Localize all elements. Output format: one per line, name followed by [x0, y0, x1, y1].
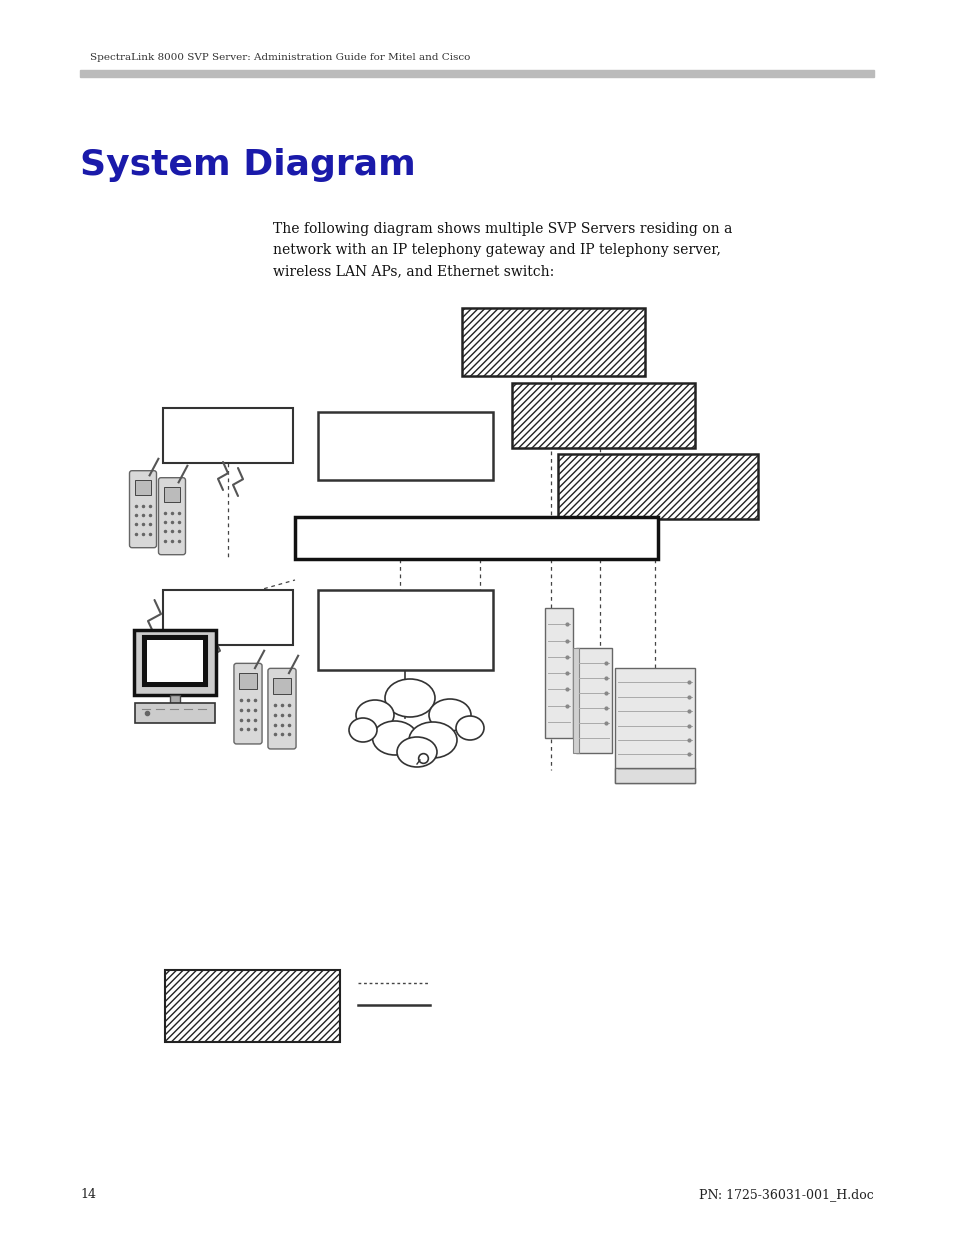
Bar: [576, 648, 612, 753]
Text: The following diagram shows multiple SVP Servers residing on a
network with an I: The following diagram shows multiple SVP…: [273, 222, 732, 278]
Bar: [461, 308, 644, 375]
Bar: [573, 648, 578, 753]
Ellipse shape: [385, 679, 435, 718]
Bar: [544, 608, 573, 739]
Bar: [317, 590, 493, 671]
Ellipse shape: [429, 699, 471, 731]
Bar: [133, 630, 215, 695]
Bar: [163, 590, 293, 645]
Bar: [558, 454, 758, 519]
FancyBboxPatch shape: [268, 668, 295, 748]
Ellipse shape: [456, 716, 483, 740]
Bar: [294, 517, 658, 559]
Bar: [615, 768, 695, 783]
Ellipse shape: [372, 721, 417, 755]
FancyBboxPatch shape: [233, 663, 262, 743]
Ellipse shape: [396, 737, 436, 767]
Bar: [134, 480, 152, 495]
Text: System Diagram: System Diagram: [80, 148, 416, 182]
FancyBboxPatch shape: [158, 478, 185, 555]
Bar: [317, 412, 493, 480]
Bar: [143, 636, 207, 685]
Bar: [274, 678, 291, 694]
Bar: [512, 383, 695, 448]
Bar: [163, 408, 293, 463]
Ellipse shape: [355, 700, 394, 730]
Bar: [239, 673, 256, 689]
Ellipse shape: [349, 718, 376, 742]
FancyBboxPatch shape: [130, 471, 156, 547]
Bar: [80, 70, 873, 77]
Text: PN: 1725-36031-001_H.doc: PN: 1725-36031-001_H.doc: [699, 1188, 873, 1202]
Bar: [170, 695, 180, 703]
Bar: [164, 488, 180, 501]
Bar: [165, 969, 339, 1042]
Text: SpectraLink 8000 SVP Server: Administration Guide for Mitel and Cisco: SpectraLink 8000 SVP Server: Administrat…: [90, 53, 470, 63]
Ellipse shape: [409, 722, 456, 758]
Bar: [615, 668, 695, 783]
Text: 14: 14: [80, 1188, 96, 1202]
Bar: [135, 703, 214, 722]
Bar: [147, 640, 203, 682]
